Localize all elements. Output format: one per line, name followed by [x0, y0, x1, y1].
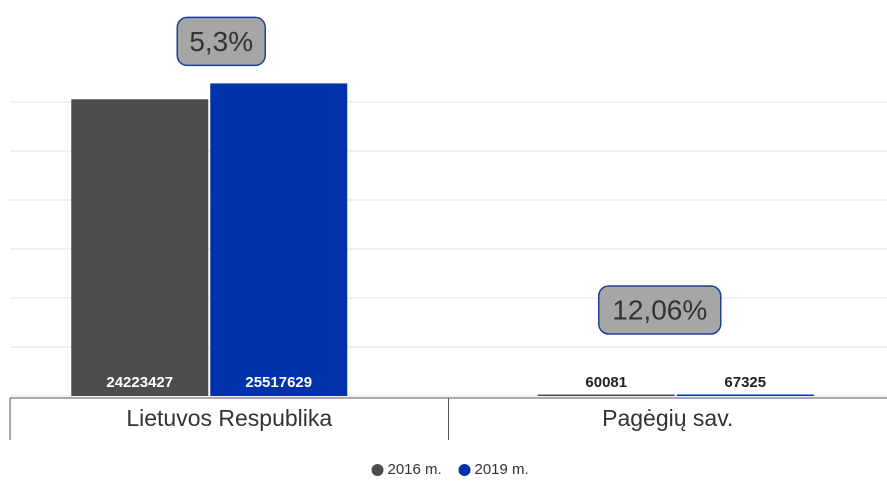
- bar: [210, 83, 348, 396]
- legend-label: 2019 m.: [475, 461, 529, 478]
- legend-marker: [371, 464, 384, 476]
- x-tick-label: Pagėgių sav.: [602, 405, 733, 431]
- bar: [537, 394, 675, 396]
- bar: [676, 394, 814, 396]
- value-label: 67325: [724, 374, 766, 391]
- value-label: 24223427: [106, 374, 173, 391]
- value-label: 60081: [585, 374, 627, 391]
- annotation: 12,06%: [612, 294, 707, 325]
- annotation-box: [176, 16, 266, 67]
- bar: [71, 99, 209, 397]
- value-label: 25517629: [245, 374, 312, 391]
- legend-label: 2016 m.: [388, 461, 442, 478]
- legend-marker: [458, 464, 471, 476]
- annotation: 5,3%: [189, 26, 253, 57]
- annotation-box: [598, 285, 722, 335]
- x-tick-label: Lietuvos Respublika: [126, 405, 332, 431]
